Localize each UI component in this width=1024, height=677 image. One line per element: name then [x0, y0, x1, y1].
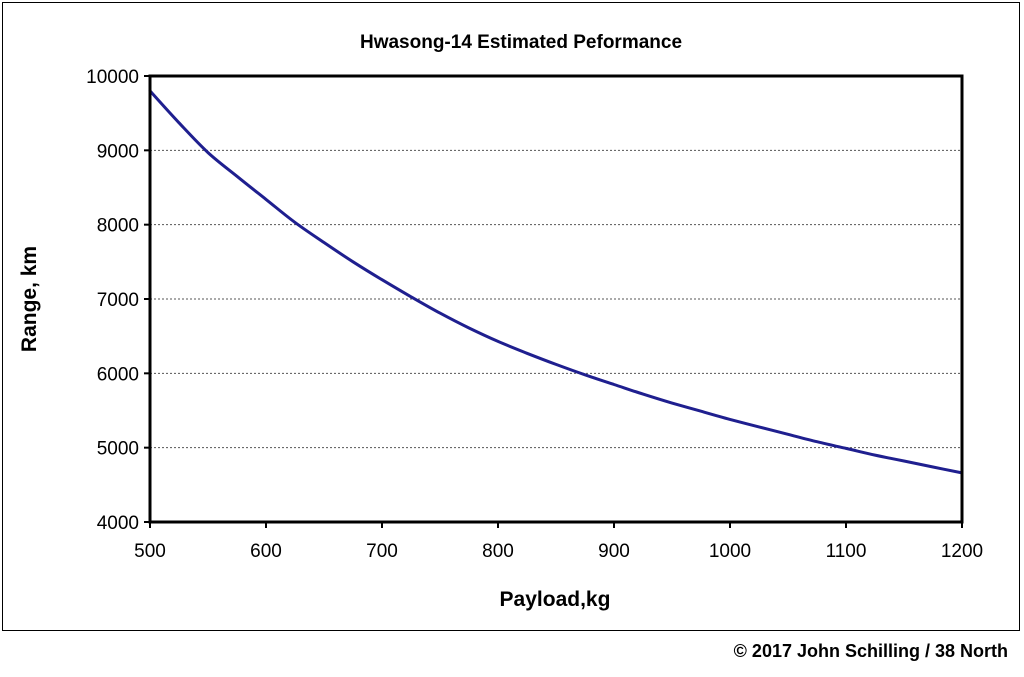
x-axis-ticks: 500 600 700 800 900 1000 1100 1200: [134, 522, 983, 562]
x-tick-label: 800: [482, 541, 514, 562]
y-tick-label: 7000: [97, 290, 139, 311]
x-tick-label: 1000: [709, 541, 751, 562]
y-tick-label: 8000: [97, 216, 139, 237]
y-tick-label: 4000: [97, 513, 139, 534]
x-tick-label: 900: [598, 541, 630, 562]
copyright-credit: © 2017 John Schilling / 38 North: [733, 641, 1008, 661]
chart-frame: [2, 2, 1020, 631]
x-tick-label: 600: [250, 541, 282, 562]
series-line: [148, 89, 964, 475]
x-tick-label: 1200: [941, 541, 983, 562]
y-tick-label: 10000: [86, 67, 139, 88]
x-tick-label: 1100: [826, 541, 867, 562]
grid-lines: [150, 149, 962, 449]
x-axis-label: Payload,kg: [500, 588, 611, 611]
y-tick-label: 5000: [97, 439, 139, 460]
y-axis-label: Range, km: [18, 246, 41, 352]
x-tick-label: 700: [366, 541, 398, 562]
y-tick-label: 6000: [97, 364, 139, 385]
y-tick-label: 9000: [97, 141, 139, 162]
x-tick-label: 500: [134, 541, 166, 562]
series-layer: [148, 89, 964, 475]
y-axis-ticks: 4000 5000 6000 7000 8000 9000 10000: [86, 67, 150, 534]
chart-title: Hwasong-14 Estimated Peformance: [360, 32, 682, 53]
